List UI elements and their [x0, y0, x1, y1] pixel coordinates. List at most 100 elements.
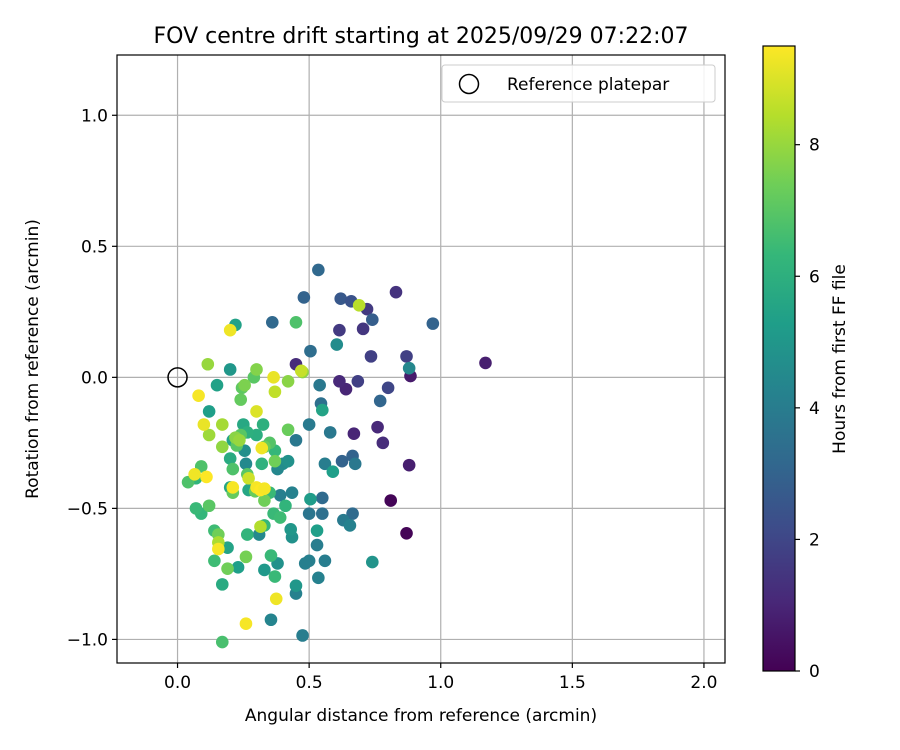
legend-label: Reference platepar — [507, 75, 669, 95]
reference-marker — [167, 367, 188, 388]
data-point — [269, 592, 283, 606]
data-point — [215, 578, 229, 591]
data-point — [202, 428, 216, 442]
data-point — [348, 457, 362, 471]
colorbar: 0 2 4 6 8 Hours from first FF file — [762, 45, 850, 682]
reference-platepar-marker — [167, 367, 188, 388]
data-point — [279, 499, 292, 513]
data-point — [221, 541, 234, 554]
colorbar-ticks: 0 2 4 6 8 — [795, 136, 820, 682]
data-point — [202, 499, 216, 513]
data-point — [210, 378, 224, 392]
y-tick-label: 0.5 — [81, 237, 108, 257]
data-point — [256, 418, 270, 431]
chart-title: FOV centre drift starting at 2025/09/29 … — [154, 24, 689, 49]
data-point — [335, 454, 349, 468]
y-tick-label: 1.0 — [81, 106, 108, 126]
data-point — [242, 471, 255, 485]
data-point — [376, 436, 390, 450]
data-point — [212, 542, 225, 556]
y-tick-label: −1.0 — [67, 630, 108, 650]
y-tick-label: −0.5 — [67, 499, 108, 519]
data-point — [298, 557, 312, 570]
data-point — [294, 364, 308, 378]
data-point — [400, 350, 413, 363]
data-point — [310, 524, 324, 537]
data-point — [289, 579, 303, 592]
data-point — [326, 465, 340, 478]
data-point — [238, 378, 251, 392]
data-point — [310, 538, 324, 552]
data-point — [226, 462, 240, 476]
data-point — [258, 482, 271, 496]
data-point — [304, 492, 317, 506]
colorbar-tick-label: 8 — [809, 136, 820, 156]
data-point — [479, 356, 492, 370]
data-point — [231, 561, 245, 574]
data-point — [281, 423, 295, 437]
data-point — [240, 528, 254, 541]
data-point — [226, 481, 240, 494]
colorbar-tick-label: 4 — [809, 399, 820, 419]
x-tick-label: 0.5 — [296, 673, 323, 693]
colorbar-label: Hours from first FF file — [830, 264, 850, 454]
x-tick-label: 2.0 — [690, 673, 717, 693]
y-axis-label: Rotation from reference (arcmin) — [23, 219, 43, 499]
data-point — [188, 468, 201, 481]
data-point — [296, 629, 309, 642]
data-point — [239, 617, 253, 630]
data-point — [302, 507, 316, 520]
data-point — [233, 433, 246, 447]
data-point — [281, 454, 295, 468]
colorbar-tick-label: 6 — [809, 267, 820, 287]
data-point — [239, 457, 253, 471]
data-point — [389, 285, 403, 299]
data-point — [189, 502, 203, 515]
data-point — [258, 563, 271, 577]
data-point — [346, 507, 359, 520]
data-point — [281, 374, 295, 388]
data-point — [264, 613, 278, 627]
data-point — [223, 363, 237, 376]
data-point — [268, 385, 282, 399]
data-point — [330, 338, 344, 351]
data-point — [265, 316, 279, 329]
x-axis-label: Angular distance from reference (arcmin) — [245, 706, 597, 726]
data-point — [366, 555, 379, 569]
data-point — [297, 291, 311, 304]
data-point — [315, 491, 329, 505]
data-point — [285, 486, 299, 499]
data-point — [315, 403, 329, 417]
x-tick-label: 1.0 — [427, 673, 454, 693]
data-point — [351, 374, 365, 388]
data-point — [223, 323, 237, 337]
data-point — [200, 470, 213, 484]
legend: Reference platepar — [441, 64, 716, 103]
data-point — [254, 520, 267, 534]
data-point — [267, 371, 280, 384]
colorbar-gradient — [762, 45, 796, 672]
data-point — [312, 571, 325, 585]
data-point — [373, 394, 387, 408]
data-point — [268, 570, 282, 583]
data-point — [323, 426, 337, 439]
data-point — [215, 635, 229, 649]
y-axis-ticks: −1.0 −0.5 0.0 0.5 1.0 — [67, 106, 117, 650]
data-point — [223, 452, 237, 465]
data-point — [192, 389, 205, 402]
data-point — [400, 526, 413, 540]
data-point — [197, 418, 211, 431]
data-point — [268, 454, 282, 468]
data-point — [250, 363, 263, 376]
data-point — [384, 494, 398, 507]
data-point — [304, 344, 317, 358]
data-points — [181, 263, 492, 649]
data-point — [333, 323, 346, 337]
data-point — [352, 298, 366, 312]
data-point — [334, 292, 348, 306]
data-point — [289, 316, 303, 329]
data-point — [255, 457, 269, 471]
data-point — [333, 374, 346, 388]
data-point — [347, 427, 361, 440]
